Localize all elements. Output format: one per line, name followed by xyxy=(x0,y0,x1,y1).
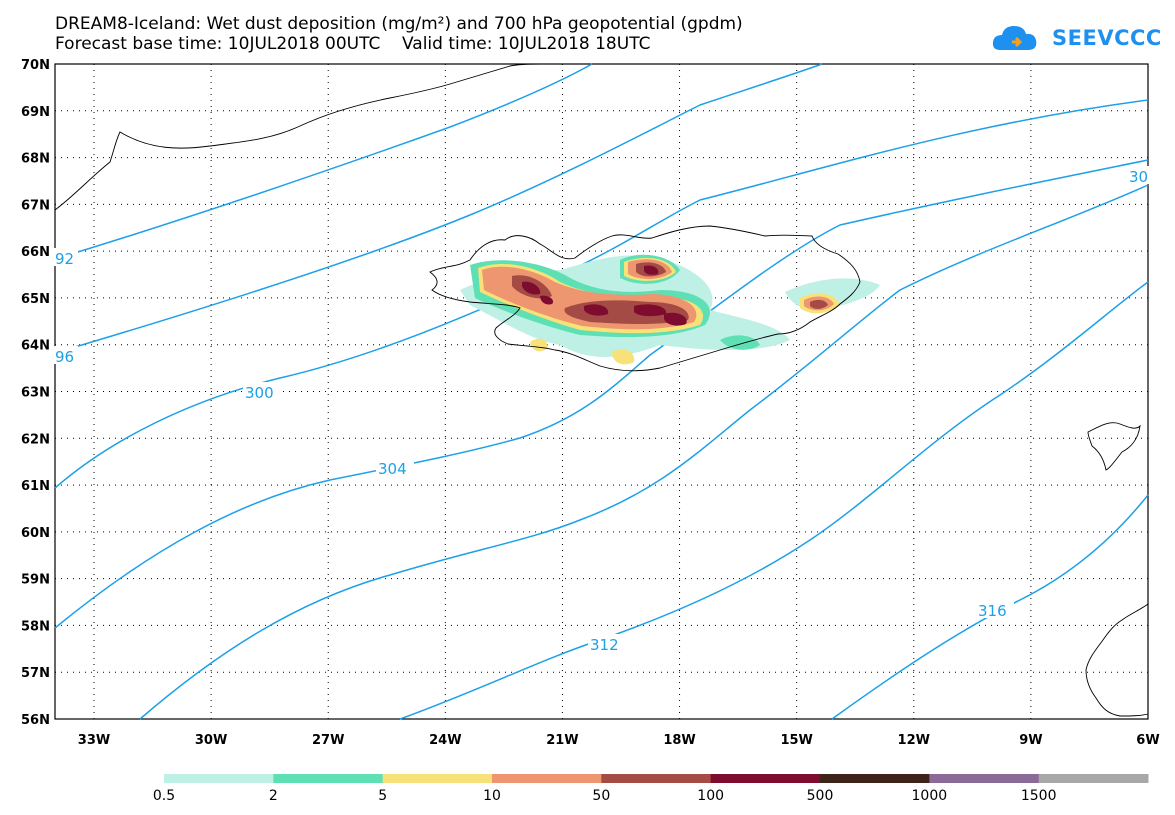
contour-labels: 92 96 300 304 312 316 30 xyxy=(52,166,1149,654)
seevccc-logo-text: SEEVCCC xyxy=(1052,26,1162,50)
latitude-label: 69N xyxy=(21,105,50,120)
greenland-coastline xyxy=(54,63,541,211)
latitude-labels: 70N 69N 68N 67N 66N 65N 64N 63N 62N 61N 60N 59N 58N 5… xyxy=(21,58,50,728)
latitude-label: 66N xyxy=(21,245,50,260)
latitude-label: 65N xyxy=(21,292,50,307)
latitude-label: 56N xyxy=(21,713,50,728)
longitude-label: 30W xyxy=(195,733,227,748)
contour-label: 304 xyxy=(378,460,407,478)
latitude-label: 62N xyxy=(21,432,50,447)
latitude-label: 61N xyxy=(21,479,50,494)
legend-swatch xyxy=(710,774,821,783)
legend-swatch xyxy=(1038,774,1149,783)
longitude-label: 18W xyxy=(663,733,695,748)
contour-line xyxy=(54,63,823,354)
deposition-area xyxy=(810,299,828,309)
graticule xyxy=(55,64,1148,719)
longitude-label: 27W xyxy=(312,733,344,748)
legend-swatch xyxy=(601,774,712,783)
coastlines xyxy=(54,63,1149,717)
longitude-label: 6W xyxy=(1136,733,1159,748)
map-title-line2: Forecast base time: 10JUL2018 00UTC Vali… xyxy=(55,34,651,54)
contour-line xyxy=(831,494,1149,720)
deposition-area xyxy=(634,304,667,317)
map-title-line1: DREAM8-Iceland: Wet dust deposition (mg/… xyxy=(55,14,743,34)
legend-swatch xyxy=(273,774,384,783)
geopotential-contours xyxy=(54,63,1149,720)
contour-label: 312 xyxy=(590,636,619,654)
deposition-area xyxy=(540,295,554,305)
iceland-coastline xyxy=(429,225,861,372)
legend-label: 0.5 xyxy=(153,788,175,804)
color-legend: 0.5 2 5 10 50 100 500 1000 1500 xyxy=(153,774,1149,804)
longitude-label: 21W xyxy=(546,733,578,748)
deposition-area xyxy=(644,265,659,275)
legend-swatch xyxy=(492,774,602,783)
longitude-label: 15W xyxy=(780,733,812,748)
deposition-area xyxy=(584,304,609,316)
legend-swatch xyxy=(929,774,1040,783)
deposition-area xyxy=(612,349,635,365)
longitude-label: 12W xyxy=(898,733,930,748)
legend-label: 500 xyxy=(807,788,834,804)
legend-label: 2 xyxy=(269,788,278,804)
contour-label: 300 xyxy=(245,384,274,402)
contour-line xyxy=(54,63,593,260)
legend-label: 1500 xyxy=(1021,788,1057,804)
legend-swatch xyxy=(164,774,274,783)
longitude-label: 9W xyxy=(1019,733,1042,748)
latitude-label: 68N xyxy=(21,152,50,167)
latitude-label: 57N xyxy=(21,666,50,681)
legend-label: 50 xyxy=(592,788,610,804)
legend-swatch xyxy=(382,774,493,783)
longitude-label: 33W xyxy=(78,733,110,748)
contour-label: 96 xyxy=(55,348,74,366)
latitude-label: 70N xyxy=(21,58,50,73)
latitude-label: 64N xyxy=(21,339,50,354)
legend-label: 5 xyxy=(378,788,387,804)
contour-label: 92 xyxy=(55,250,74,268)
contour-line xyxy=(54,159,1149,629)
legend-swatch xyxy=(820,774,930,783)
dust-deposition-field xyxy=(460,254,880,365)
legend-label: 100 xyxy=(697,788,724,804)
latitude-label: 58N xyxy=(21,619,50,634)
deposition-area xyxy=(720,335,760,350)
latitude-label: 60N xyxy=(21,526,50,541)
contour-label: 30 xyxy=(1129,168,1148,186)
longitude-label: 24W xyxy=(429,733,461,748)
legend-label: 10 xyxy=(483,788,501,804)
contour-line xyxy=(139,184,1149,720)
contour-line xyxy=(399,281,1149,720)
deposition-area xyxy=(522,281,541,295)
longitude-labels: 33W 30W 27W 24W 21W 18W 15W 12W 9W 6W xyxy=(78,733,1160,748)
contour-label: 316 xyxy=(978,602,1007,620)
latitude-label: 63N xyxy=(21,386,50,401)
latitude-label: 59N xyxy=(21,573,50,588)
deposition-area xyxy=(664,312,687,326)
cloud-logo-icon xyxy=(992,26,1037,50)
scotland-coastline xyxy=(1085,603,1149,717)
legend-label: 1000 xyxy=(912,788,948,804)
faroe-coastline xyxy=(1087,422,1141,471)
latitude-label: 67N xyxy=(21,198,50,213)
